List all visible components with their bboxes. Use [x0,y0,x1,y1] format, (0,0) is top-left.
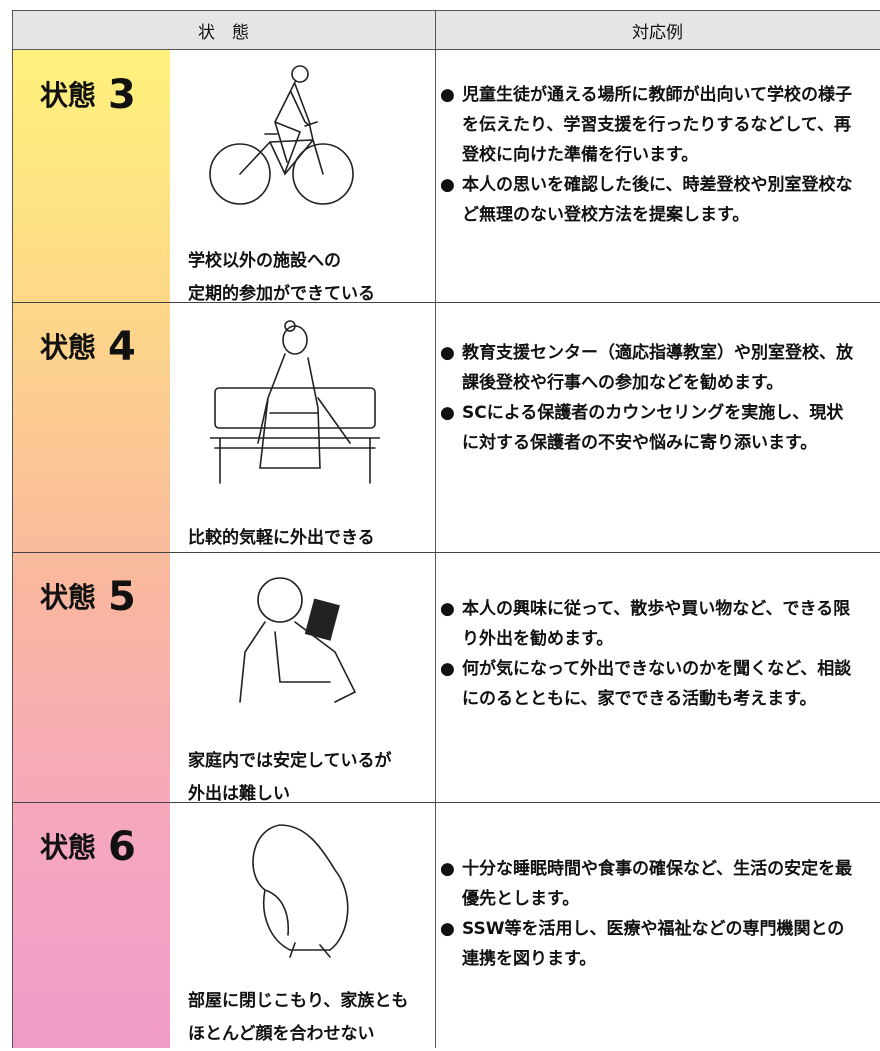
caption-line: 比較的気軽に外出できる [188,528,375,548]
state-number: 4 [108,324,136,370]
row-border [12,552,880,553]
state-number: 6 [108,824,136,870]
border [12,10,13,1048]
caption-line: 定期的参加ができている [188,284,375,304]
header-cell: 対応例 [435,10,880,50]
state-label: 状態 4 [40,324,136,370]
bullet-item: SSW等を活用し、医療や福祉などの専門機関との連携を図ります。 [440,914,855,974]
bullet-item: 十分な睡眠時間や食事の確保など、生活の安定を最優先とします。 [440,854,855,914]
illustration-reading [239,577,357,703]
bullet-list: 本人の興味に従って、散歩や買い物など、できる限り外出を勧めます。何が気になって外… [440,594,855,714]
bullet-item: 児童生徒が通える場所に教師が出向いて学校の様子を伝えたり、学習支援を行ったりする… [440,80,855,170]
bullet-item: 何が気になって外出できないのかを聞くなど、相談にのるとともに、家でできる活動も考… [440,654,855,714]
row-border [12,302,880,303]
caption-line: 部屋に閉じこもり、家族とも [188,991,409,1011]
caption-line: 外出は難しい [188,784,290,804]
illustration-bench [210,320,380,484]
caption-line: 学校以外の施設への [188,251,341,271]
state-word: 状態 [40,79,97,112]
state-word: 状態 [40,831,97,864]
header-cell: 状 態 [12,10,435,50]
bullet-list: 十分な睡眠時間や食事の確保など、生活の安定を最優先とします。SSW等を活用し、医… [440,854,855,974]
bullet-item: 本人の興味に従って、散歩や買い物など、できる限り外出を勧めます。 [440,594,855,654]
state-word: 状態 [40,581,97,614]
state-number: 3 [108,72,136,118]
state-number: 5 [108,574,136,620]
bullet-list: 教育支援センター（適応指導教室）や別室登校、放課後登校や行事への参加などを勧めま… [440,338,855,458]
row-border [12,802,880,803]
state-label: 状態 6 [40,824,136,870]
state-label: 状態 5 [40,574,136,620]
caption-line: ほとんど顔を合わせない [188,1024,375,1044]
bullet-list: 児童生徒が通える場所に教師が出向いて学校の様子を伝えたり、学習支援を行ったりする… [440,80,855,230]
bullet-item: 教育支援センター（適応指導教室）や別室登校、放課後登校や行事への参加などを勧めま… [440,338,855,398]
bullet-item: 本人の思いを確認した後に、時差登校や別室登校など無理のない登校方法を提案します。 [440,170,855,230]
illustration-crouching [252,824,349,958]
state-label: 状態 3 [40,72,136,118]
state-gradient [12,50,170,1048]
caption-line: 家庭内では安定しているが [188,751,392,771]
bullet-item: SCによる保護者のカウンセリングを実施し、現状に対する保護者の不安や悩みに寄り添… [440,398,855,458]
state-word: 状態 [40,331,97,364]
border [435,10,436,1048]
illustration-bicycle [209,65,354,205]
